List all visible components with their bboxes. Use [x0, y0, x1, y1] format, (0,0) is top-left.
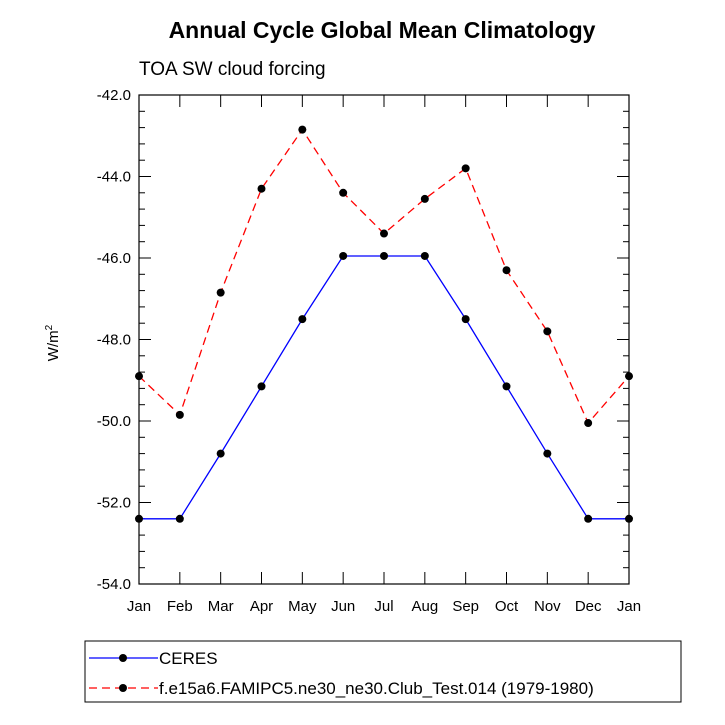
- y-tick-label: -50.0: [97, 413, 131, 430]
- y-tick-label: -48.0: [97, 332, 131, 349]
- x-tick-label: Sep: [452, 598, 479, 615]
- x-tick-label: Mar: [208, 598, 234, 615]
- legend-marker-0: [119, 654, 127, 662]
- data-point: [216, 288, 225, 297]
- data-point: [502, 382, 511, 391]
- series-line-1: [138, 128, 630, 425]
- y-axis-label-text: W/m: [45, 330, 62, 361]
- series-layer: [135, 125, 633, 523]
- axis-labels: -54.0 -52.0 -50.0 -48.0 -46.0 -44.0 -42.0 Jan Fe…: [97, 87, 641, 615]
- x-tick-label: Aug: [411, 598, 438, 615]
- x-tick-label: May: [288, 598, 317, 615]
- x-tick-label: Jan: [127, 598, 151, 615]
- x-tick-label: Apr: [250, 598, 273, 615]
- y-axis-label-superscript: 2: [44, 324, 55, 330]
- x-tick-label: Jun: [331, 598, 355, 615]
- data-point: [339, 188, 348, 197]
- data-point: [461, 164, 470, 173]
- data-point: [380, 251, 388, 260]
- legend-label-1: f.e15a6.FAMIPC5.ne30_ne30.Club_Test.014 …: [159, 679, 594, 698]
- y-tick-label: -42.0: [97, 87, 131, 104]
- x-tick-label: Dec: [575, 598, 602, 615]
- y-tick-label: -44.0: [97, 169, 131, 186]
- legend-marker-1: [119, 684, 127, 692]
- legend-box: [84, 640, 682, 703]
- data-point: [543, 327, 552, 336]
- data-point: [298, 125, 307, 134]
- plot-frame: [138, 94, 630, 585]
- tick-marks: [138, 94, 630, 585]
- x-tick-label: Feb: [167, 598, 193, 615]
- y-axis-label: W/m2: [44, 324, 62, 361]
- data-point: [216, 449, 225, 458]
- x-tick-label: Nov: [534, 598, 561, 615]
- data-point: [175, 410, 184, 419]
- data-point: [380, 229, 388, 238]
- legend: CERES f.e15a6.FAMIPC5.ne30_ne30.Club_Test…: [89, 649, 594, 698]
- y-tick-label: -46.0: [97, 250, 131, 267]
- series-line-0: [139, 255, 629, 520]
- data-point: [543, 449, 552, 458]
- chart-title: Annual Cycle Global Mean Climatology: [169, 17, 596, 43]
- chart-subtitle: TOA SW cloud forcing: [139, 59, 326, 80]
- data-point: [420, 251, 429, 260]
- data-point: [257, 382, 266, 391]
- data-point: [339, 251, 348, 260]
- x-tick-label: Jan: [617, 598, 641, 615]
- data-point: [584, 514, 593, 523]
- legend-label-0: CERES: [159, 649, 218, 668]
- y-tick-label: -54.0: [97, 576, 131, 593]
- data-point: [461, 315, 470, 324]
- data-point: [175, 514, 184, 523]
- data-point: [502, 266, 511, 275]
- data-point: [420, 194, 429, 203]
- x-tick-label: Jul: [374, 598, 393, 615]
- x-tick-label: Oct: [495, 598, 519, 615]
- data-point: [584, 419, 593, 428]
- data-point: [298, 315, 307, 324]
- data-point: [257, 184, 266, 193]
- y-tick-label: -52.0: [97, 495, 131, 512]
